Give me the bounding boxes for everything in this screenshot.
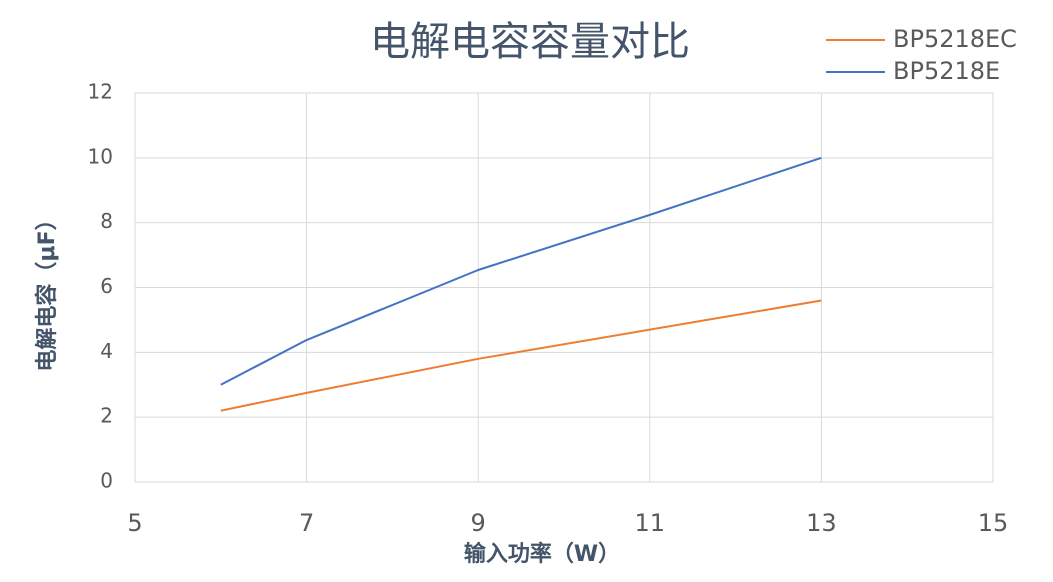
x-tick-label: 11 bbox=[635, 509, 666, 537]
legend-label: BP5218E bbox=[893, 57, 1000, 85]
x-tick-label: 7 bbox=[299, 509, 314, 537]
series-line bbox=[220, 156, 822, 386]
y-tick-label: 2 bbox=[100, 404, 113, 428]
x-axis-label: 输入功率（W） bbox=[464, 541, 620, 567]
y-axis-label: 电解电容（μF） bbox=[34, 208, 60, 371]
x-tick-label: 15 bbox=[978, 509, 1009, 537]
chart-title: 电解电容容量对比 bbox=[370, 19, 690, 65]
y-tick-label: 4 bbox=[100, 339, 113, 363]
series-line bbox=[220, 299, 822, 412]
y-tick-label: 12 bbox=[88, 80, 113, 104]
y-tick-label: 8 bbox=[100, 209, 113, 233]
x-tick-label: 13 bbox=[806, 509, 837, 537]
y-tick-label: 0 bbox=[100, 469, 113, 493]
y-tick-label: 6 bbox=[100, 274, 113, 298]
legend-label: BP5218EC bbox=[893, 25, 1017, 53]
x-tick-label: 5 bbox=[127, 509, 142, 537]
y-tick-label: 10 bbox=[88, 144, 113, 168]
x-tick-label: 9 bbox=[471, 509, 486, 537]
